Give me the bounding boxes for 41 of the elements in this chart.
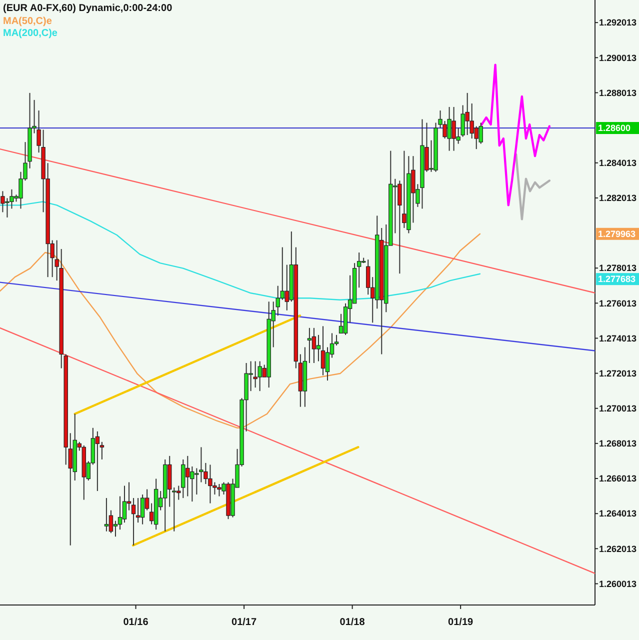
candlestick	[325, 346, 330, 382]
candlestick	[122, 485, 127, 524]
candlestick	[320, 326, 326, 376]
x-tick-label: 01/16	[123, 617, 149, 628]
text: MA(200,C)e	[3, 28, 58, 39]
candlestick	[131, 498, 136, 546]
y-tick-label: 1.292013	[599, 18, 637, 28]
candlestick	[140, 494, 145, 525]
x-tick-label: 01/18	[340, 617, 366, 628]
text: 1.279963	[598, 229, 636, 240]
y-tick-label: 1.274013	[599, 333, 637, 344]
y-tick-label: 1.282013	[599, 193, 637, 204]
candlestick	[104, 498, 109, 532]
candlestick	[316, 334, 321, 362]
candlestick	[118, 496, 122, 530]
y-tick-label: 1.288013	[599, 88, 637, 98]
y-tick-label: 1.290013	[599, 52, 637, 63]
y-tick-label: 1.270013	[599, 404, 637, 414]
y-tick-label: 1.278013	[599, 263, 637, 274]
y-tick-label: 1.268013	[599, 438, 637, 449]
y-tick-label: 1.262013	[599, 544, 637, 554]
candlestick	[307, 327, 312, 364]
candlestick	[95, 430, 100, 492]
y-tick-label: 1.276013	[599, 298, 637, 308]
y-tick-label: 1.260013	[599, 578, 637, 589]
y-tick-label: 1.272013	[599, 368, 637, 378]
chart-title: (EUR A0-FX,60) Dynamic,0:00-24:00	[3, 3, 173, 14]
candlestick	[108, 510, 114, 534]
text: 1.277683	[598, 274, 636, 284]
candlestick	[356, 252, 362, 288]
ref-line-label: 1.28600	[598, 123, 631, 134]
x-tick-label: 01/17	[232, 617, 257, 628]
y-tick-label: 1.264013	[599, 508, 637, 519]
candlestick	[100, 441, 104, 460]
y-tick-label: 1.266013	[599, 474, 637, 484]
y-tick-label: 1.284013	[599, 158, 637, 168]
candlestick	[136, 498, 140, 524]
candlestick	[312, 327, 316, 364]
x-tick-label: 01/19	[448, 617, 474, 628]
candlestick	[366, 259, 370, 296]
text: MA(50,C)e	[3, 16, 52, 27]
